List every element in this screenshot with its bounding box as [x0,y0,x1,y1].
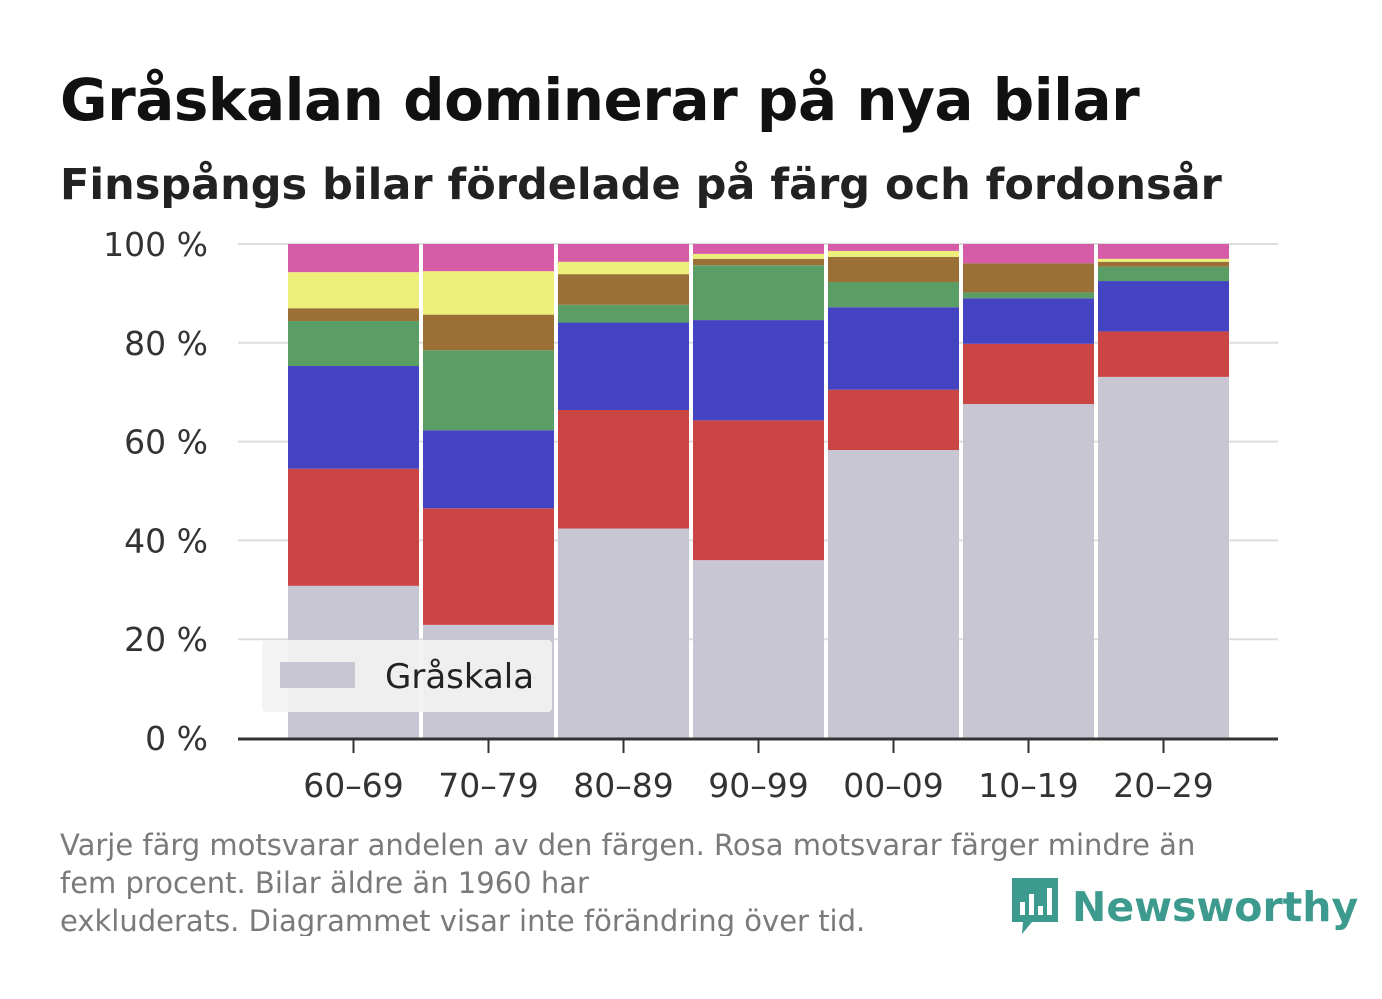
x-tick-label: 70–79 [438,766,538,805]
bar-segment [558,528,689,738]
bar-segment [693,258,824,266]
legend: Gråskala [262,640,552,712]
bar-segment [423,350,554,431]
bar-segment [693,560,824,738]
bar-segment [288,321,419,367]
bar-segment [693,320,824,421]
chart-footnote: Varje färg motsvarar andelen av den färg… [60,826,1300,936]
bar-segment [963,244,1094,264]
bar-segment [963,343,1094,405]
bar-segment [288,308,419,322]
y-tick-label: 0 % [145,719,208,758]
bar-segment [558,304,689,323]
bar-segment [963,404,1094,738]
bar-segment [693,244,824,254]
bar-segment [1098,376,1229,738]
bar-segment [1098,258,1229,262]
bar-segment [558,261,689,275]
y-tick-label: 80 % [124,324,208,363]
y-tick-label: 40 % [124,521,208,560]
x-tick-label: 90–99 [708,766,808,805]
legend-box [262,640,552,712]
axes: 0 % 20 % 40 % 60 % 80 % 100 % 60–69 70–79 80–89 9… [103,225,1278,805]
bar-segment [1098,261,1229,267]
bar-segment [828,389,959,450]
y-tick-label: 60 % [124,423,208,462]
bar-segment [1098,244,1229,259]
bar-segment [423,271,554,315]
x-tick-label: 80–89 [573,766,673,805]
x-tick-label: 00–09 [843,766,943,805]
bar-segment [288,272,419,309]
bar-segment [693,420,824,561]
bar-segment [288,468,419,586]
bar-segment [693,253,824,259]
footnote-line: fem procent. Bilar äldre än 1960 har [60,866,589,900]
x-tick-label: 60–69 [303,766,403,805]
bar-segment [423,508,554,625]
y-tick-label: 100 % [103,225,208,264]
newsworthy-brand: Newsworthy [1010,874,1358,940]
bar-segment [828,307,959,390]
x-tick-label: 20–29 [1113,766,1213,805]
bar-segment [828,250,959,257]
bar-segment [558,274,689,305]
newsworthy-logo-icon [1012,878,1058,934]
bar-segment [288,244,419,273]
bar-segment [423,314,554,351]
bar-segment [828,449,959,738]
bar-segment [963,292,1094,299]
bar-segment [1098,331,1229,377]
footnote-line: Varje färg motsvarar andelen av den färg… [60,828,1196,862]
bar-segment [1098,281,1229,332]
bar-segment [558,409,689,529]
chart-subtitle: Finspångs bilar fördelade på färg och fo… [60,160,1222,210]
x-tick-label: 10–19 [978,766,1078,805]
y-tick-label: 20 % [124,620,208,659]
bar-segment [558,244,689,262]
bar-segment [828,282,959,308]
bar-segment [1098,266,1229,282]
bar-segment [288,366,419,469]
bar-segment [423,244,554,272]
bar-segment [558,322,689,410]
bar-segment [828,244,959,251]
chart-title: Gråskalan dominerar på nya bilar [60,66,1140,134]
bar-segment [963,298,1094,344]
bar-segment [693,265,824,321]
legend-label-grayscale: Gråskala [385,657,534,697]
bar-segment [828,256,959,283]
bar-segment [963,263,1094,293]
footnote-line: exkluderats. Diagrammet visar inte förän… [60,904,866,936]
legend-swatch-grayscale [280,662,355,688]
brand-name: Newsworthy [1072,883,1359,931]
bar-segment [423,430,554,509]
